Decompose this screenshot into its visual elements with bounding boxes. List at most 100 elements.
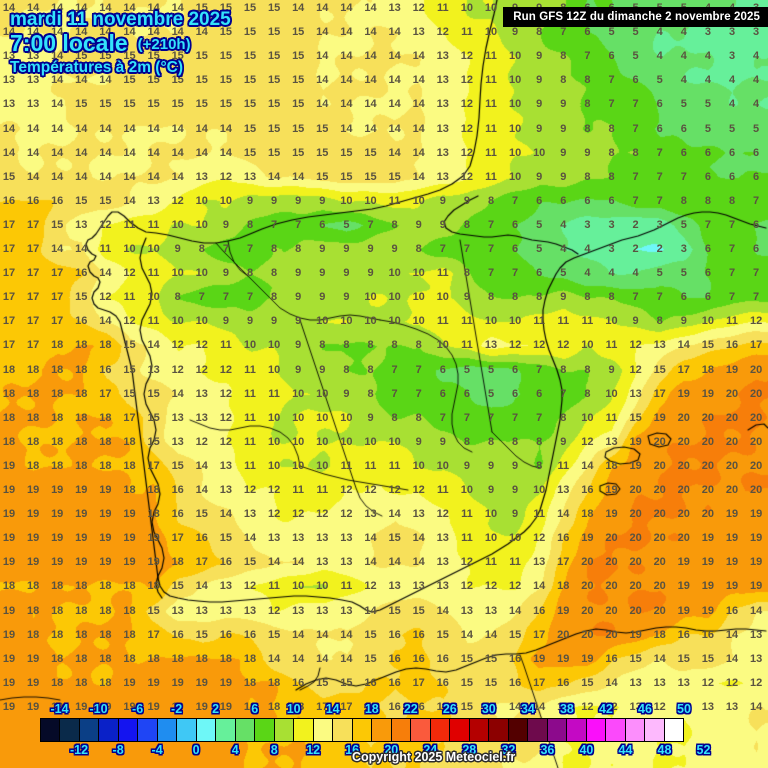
grid-value: 15 (388, 532, 401, 545)
grid-value: 14 (364, 532, 377, 545)
grid-value: 14 (147, 170, 160, 183)
grid-value: 19 (99, 700, 112, 713)
color-scale-swatch (450, 719, 470, 741)
grid-value: 13 (436, 122, 449, 135)
grid-value: 14 (171, 146, 184, 159)
grid-value: 14 (292, 170, 305, 183)
grid-value: 5 (608, 26, 615, 39)
grid-value: 15 (388, 170, 401, 183)
grid-value: 16 (292, 676, 305, 689)
grid-value: 13 (195, 387, 208, 400)
grid-value: 19 (2, 700, 16, 713)
grid-value: 13 (292, 532, 305, 545)
grid-value: 11 (509, 556, 521, 569)
grid-value: 8 (463, 267, 470, 280)
grid-value: 14 (412, 170, 425, 183)
grid-value: 19 (123, 508, 136, 521)
grid-value: 15 (460, 676, 474, 689)
grid-value: 12 (533, 339, 546, 352)
grid-value: 10 (195, 315, 208, 328)
color-scale-swatch (528, 719, 548, 741)
grid-value: 6 (753, 146, 760, 159)
grid-value: 13 (605, 435, 618, 448)
grid-value: 20 (629, 484, 642, 496)
grid-value: 11 (461, 315, 473, 328)
grid-value: 10 (508, 122, 522, 135)
grid-value: 18 (26, 628, 40, 641)
grid-value: 12 (412, 2, 425, 14)
grid-value: 9 (415, 218, 422, 231)
grid-value: 15 (99, 50, 112, 63)
grid-value: 9 (246, 315, 254, 328)
grid-value: 20 (581, 628, 594, 641)
grid-value: 18 (75, 628, 88, 641)
grid-value: 15 (219, 532, 233, 545)
grid-value: 17 (653, 387, 666, 400)
grid-value: 8 (487, 435, 495, 448)
color-scale-swatch (430, 719, 451, 741)
grid-value: 9 (560, 98, 567, 111)
grid-value: 18 (171, 652, 184, 665)
grid-value: 8 (367, 339, 374, 352)
grid-value: 14 (99, 74, 112, 87)
grid-value: 18 (75, 676, 88, 689)
grid-value: 8 (415, 339, 422, 352)
grid-value: 18 (653, 628, 666, 641)
grid-value: 18 (51, 435, 64, 448)
grid-value: 12 (533, 532, 546, 545)
grid-value: 20 (701, 459, 715, 472)
grid-value: 11 (123, 218, 136, 231)
grid-value: 3 (728, 26, 736, 39)
grid-value: 19 (2, 556, 16, 569)
grid-value: 10 (508, 315, 522, 328)
grid-value: 20 (749, 387, 763, 400)
grid-value: 8 (584, 98, 591, 111)
grid-value: 12 (364, 580, 377, 593)
grid-value: 7 (632, 170, 639, 183)
grid-value: 15 (99, 194, 112, 207)
grid-value: 16 (701, 628, 715, 641)
grid-value: 3 (680, 243, 687, 255)
grid-value: 14 (412, 98, 425, 111)
grid-value: 7 (753, 291, 760, 304)
grid-value: 13 (267, 532, 281, 545)
grid-value: 15 (195, 628, 208, 641)
grid-value: 12 (340, 484, 353, 496)
grid-value: 16 (581, 484, 594, 496)
grid-value: 3 (608, 243, 615, 255)
grid-value: 4 (560, 243, 567, 255)
grid-value: 9 (439, 218, 446, 231)
grid-value: 9 (415, 435, 422, 448)
grid-value: 11 (316, 484, 329, 496)
grid-value: 15 (267, 26, 281, 39)
grid-value: 19 (51, 484, 64, 496)
grid-value: 18 (195, 652, 208, 665)
grid-value: 10 (412, 291, 425, 304)
grid-value: 7 (608, 74, 615, 87)
grid-value: 11 (268, 580, 280, 593)
grid-value: 19 (51, 532, 64, 545)
grid-value: 11 (244, 435, 256, 448)
grid-value: 14 (75, 74, 88, 87)
grid-value: 4 (753, 98, 760, 111)
grid-value: 15 (147, 435, 160, 448)
grid-value: 18 (2, 363, 16, 376)
grid-value: 5 (704, 122, 711, 135)
grid-value: 11 (292, 484, 305, 496)
grid-value: 7 (415, 387, 422, 400)
grid-value: 12 (195, 339, 208, 352)
grid-value: 15 (123, 339, 136, 352)
grid-value: 10 (171, 267, 184, 280)
grid-value: 18 (147, 652, 160, 665)
grid-value: 13 (195, 604, 208, 617)
grid-value: 17 (2, 291, 16, 304)
grid-value: 12 (436, 26, 449, 39)
grid-value: 5 (463, 363, 470, 376)
forecast-lead-time: (+210h) (137, 36, 191, 54)
grid-value: 18 (26, 387, 40, 400)
grid-value: 20 (701, 435, 715, 448)
grid-value: 15 (147, 604, 160, 617)
grid-value: 7 (415, 363, 422, 376)
grid-value: 18 (75, 459, 88, 472)
grid-value: 12 (581, 700, 594, 713)
